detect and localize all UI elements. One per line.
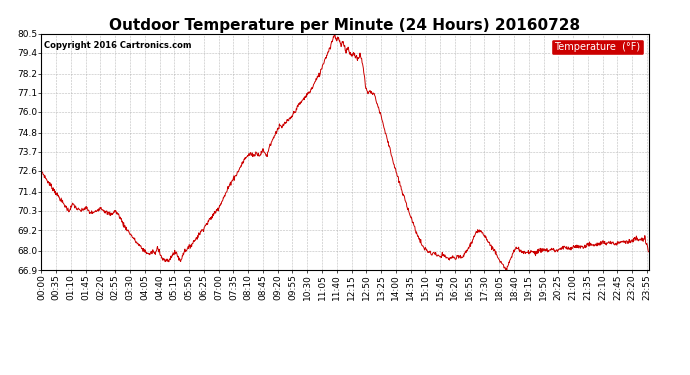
Text: Copyright 2016 Cartronics.com: Copyright 2016 Cartronics.com [44,41,192,50]
Legend: Temperature  (°F): Temperature (°F) [551,39,644,56]
Title: Outdoor Temperature per Minute (24 Hours) 20160728: Outdoor Temperature per Minute (24 Hours… [110,18,580,33]
